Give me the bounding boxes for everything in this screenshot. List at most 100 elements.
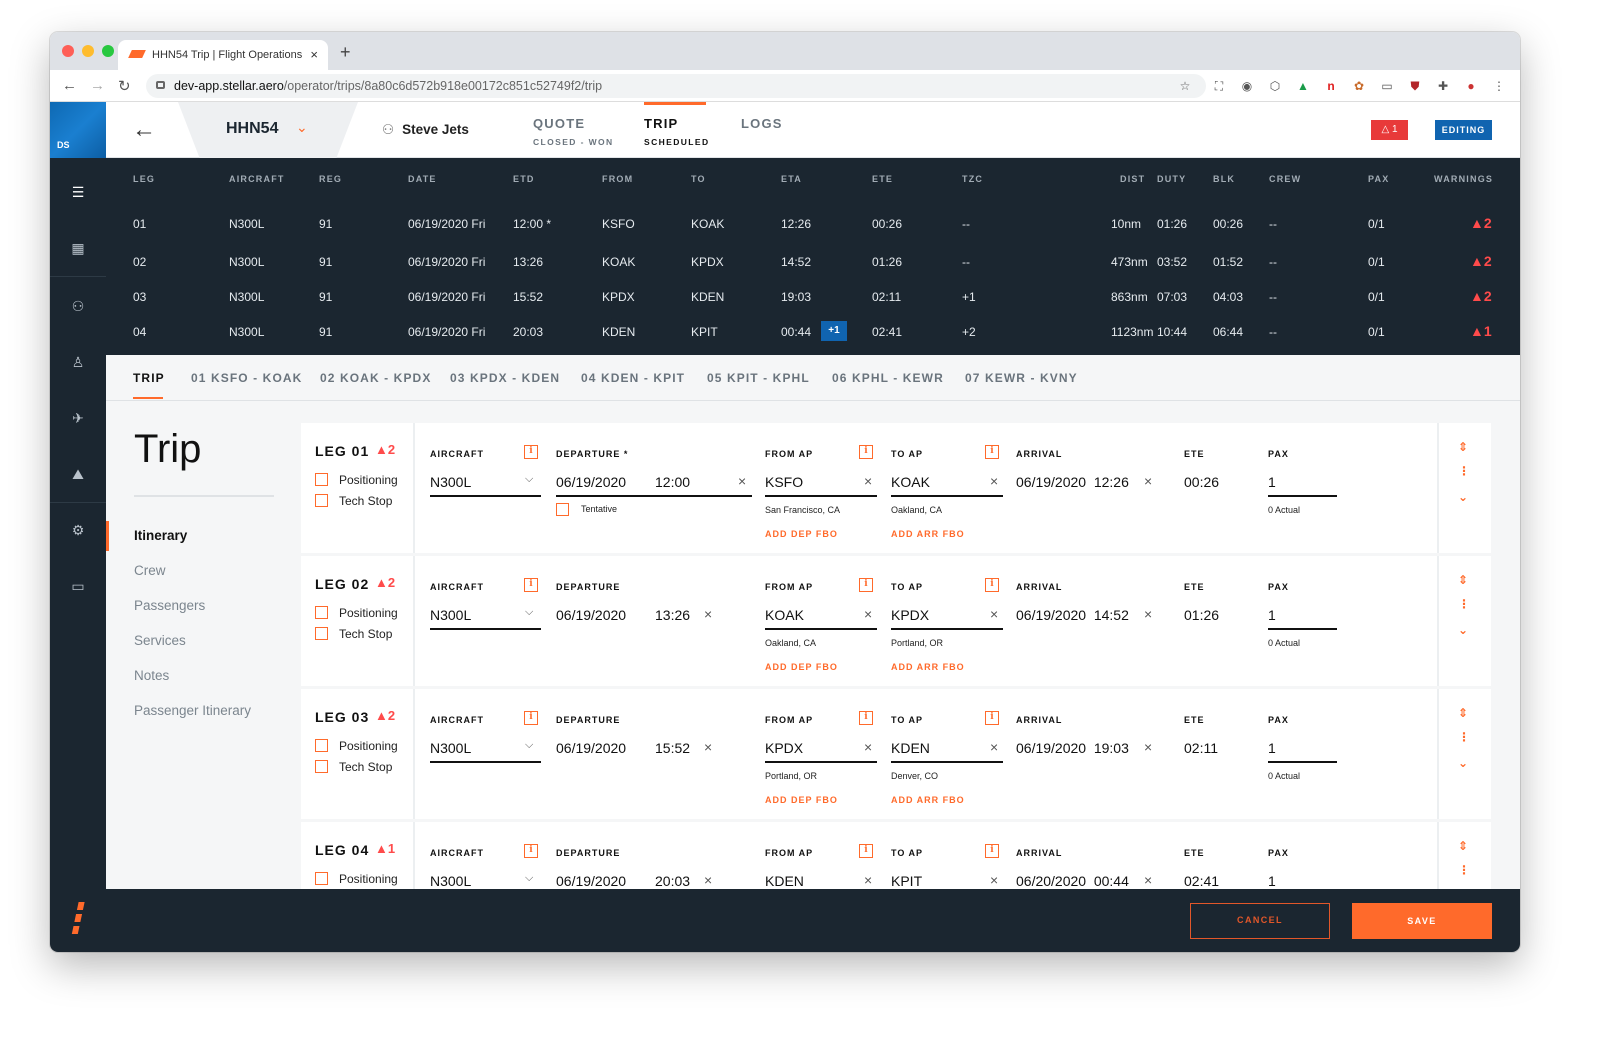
summary-cell-crew[interactable]: -- (1269, 325, 1277, 339)
summary-cell-blk[interactable]: 06:44 (1213, 325, 1244, 339)
departure-time-input[interactable]: 12:00 (655, 474, 691, 490)
summary-cell-reg[interactable]: 91 (319, 290, 333, 304)
sidebar-item-itinerary[interactable]: Itinerary (134, 528, 188, 543)
pax-input[interactable]: 1 (1268, 474, 1276, 490)
gear-icon[interactable]: ⚙ (71, 522, 85, 538)
add-arr-fbo-link[interactable]: ADD ARR FBO (891, 795, 965, 805)
add-dep-fbo-link[interactable]: ADD DEP FBO (765, 662, 838, 672)
expand-chevron-icon[interactable]: ⌄ (1458, 756, 1469, 770)
tab-quote[interactable]: QUOTE CLOSED - WON (533, 116, 614, 147)
summary-cell-ete[interactable]: 00:26 (872, 217, 903, 231)
people-icon[interactable]: ⚇ (71, 298, 85, 314)
clear-from-icon[interactable]: × (864, 739, 873, 755)
aircraft-info-icon[interactable]: i (524, 445, 538, 459)
to-ap-input[interactable]: KOAK (891, 474, 930, 490)
summary-cell-date[interactable]: 06/19/2020 Fri (408, 255, 486, 269)
summary-cell-eta[interactable]: 00:44 (781, 325, 812, 339)
tab-logs[interactable]: LOGS (741, 116, 783, 131)
arrival-input[interactable]: 06/20/2020 00:44 (1016, 873, 1129, 889)
browser-menu-icon[interactable]: ⋮ (1493, 79, 1505, 93)
reload-icon[interactable]: ↻ (118, 78, 131, 95)
summary-cell-tzc[interactable]: -- (962, 217, 970, 231)
summary-cell-eta[interactable]: 12:26 (781, 217, 812, 231)
tab-trip[interactable]: TRIP SCHEDULED (644, 102, 710, 147)
summary-cell-dist[interactable]: 1123nm (1111, 325, 1154, 339)
summary-cell-tzc[interactable]: -- (962, 255, 970, 269)
shield-ext-icon[interactable]: ⬡ (1269, 79, 1281, 93)
summary-cell-reg[interactable]: 91 (319, 255, 333, 269)
summary-cell-reg[interactable]: 91 (319, 325, 333, 339)
summary-cell-from[interactable]: KPDX (602, 290, 635, 304)
clear-departure-icon[interactable]: × (704, 606, 713, 622)
aircraft-select[interactable]: N300L (430, 873, 472, 889)
forward-nav-icon[interactable]: → (90, 77, 105, 94)
browser-tab[interactable]: HHN54 Trip | Flight Operations × (118, 40, 328, 70)
to-ap-info-icon[interactable]: i (985, 844, 999, 858)
summary-cell-etd[interactable]: 20:03 (513, 325, 544, 339)
editing-badge[interactable]: EDITING (1435, 120, 1492, 140)
chat-icon[interactable]: ▭ (71, 578, 85, 594)
add-dep-fbo-link[interactable]: ADD DEP FBO (765, 795, 838, 805)
puzzle-ext-icon[interactable]: ✚ (1437, 79, 1449, 93)
map-icon[interactable]: ⛰ (72, 466, 84, 482)
summary-warning-badge[interactable]: ▲2 (1470, 288, 1492, 304)
clear-from-icon[interactable]: × (864, 606, 873, 622)
clear-to-icon[interactable]: × (990, 473, 999, 489)
summary-cell-blk[interactable]: 00:26 (1213, 217, 1244, 231)
departure-time-input[interactable]: 15:52 (655, 740, 691, 756)
cookie-ext-icon[interactable]: ✿ (1353, 79, 1365, 93)
more-options-icon[interactable]: ⋮ (1458, 464, 1470, 478)
aircraft-info-icon[interactable]: i (524, 578, 538, 592)
summary-cell-dist[interactable]: 473nm (1111, 255, 1148, 269)
tentative-checkbox[interactable] (556, 503, 569, 516)
positioning-checkbox[interactable] (315, 473, 328, 486)
summary-cell-dist[interactable]: 863nm (1111, 290, 1148, 304)
clear-arrival-icon[interactable]: × (1144, 739, 1153, 755)
tech-stop-checkbox[interactable] (315, 627, 328, 640)
to-ap-info-icon[interactable]: i (985, 445, 999, 459)
summary-cell-from[interactable]: KOAK (602, 255, 636, 269)
departure-time-input[interactable]: 13:26 (655, 607, 691, 623)
more-options-icon[interactable]: ⋮ (1458, 863, 1470, 877)
arrival-input[interactable]: 06/19/2020 12:26 (1016, 474, 1129, 490)
back-nav-icon[interactable]: ← (62, 77, 77, 94)
summary-cell-from[interactable]: KDEN (602, 325, 636, 339)
chevron-down-icon[interactable]: ⌵ (525, 739, 534, 751)
arrival-input[interactable]: 06/19/2020 14:52 (1016, 607, 1129, 623)
from-ap-info-icon[interactable]: i (859, 844, 873, 858)
summary-cell-ete[interactable]: 02:11 (872, 290, 902, 304)
departure-date-input[interactable]: 06/19/2020 (556, 740, 627, 756)
clear-departure-icon[interactable]: × (704, 739, 713, 755)
url-field[interactable]: dev-app.stellar.aero/operator/trips/8a80… (146, 74, 1206, 98)
close-window-icon[interactable] (62, 45, 74, 57)
drive-ext-icon[interactable]: ▲ (1297, 79, 1309, 93)
aircraft-info-icon[interactable]: i (524, 711, 538, 725)
more-options-icon[interactable]: ⋮ (1458, 730, 1470, 744)
add-arr-fbo-link[interactable]: ADD ARR FBO (891, 529, 965, 539)
expand-chevron-icon[interactable]: ⌄ (1458, 490, 1469, 504)
departure-date-input[interactable]: 06/19/2020 (556, 873, 627, 889)
leg-tab[interactable]: 07 KEWR - KVNY (965, 371, 1078, 385)
summary-cell-tzc[interactable]: +1 (962, 290, 976, 304)
close-tab-icon[interactable]: × (310, 47, 318, 62)
to-ap-info-icon[interactable]: i (985, 578, 999, 592)
summary-cell-crew[interactable]: -- (1269, 255, 1277, 269)
save-button[interactable]: SAVE (1352, 903, 1492, 939)
clear-arrival-icon[interactable]: × (1144, 473, 1153, 489)
sliders-icon[interactable]: ☰ (71, 184, 85, 200)
leg-tab[interactable]: 02 KOAK - KPDX (320, 371, 432, 385)
leg-warning-badge[interactable]: ▲1 (375, 841, 396, 856)
more-options-icon[interactable]: ⋮ (1458, 597, 1470, 611)
calendar-icon[interactable]: ▦ (71, 240, 85, 256)
arrival-input[interactable]: 06/19/2020 19:03 (1016, 740, 1129, 756)
summary-cell-leg[interactable]: 01 (133, 217, 147, 231)
summary-cell-to[interactable]: KPIT (691, 325, 718, 339)
departure-time-input[interactable]: 20:03 (655, 873, 691, 889)
summary-cell-eta[interactable]: 14:52 (781, 255, 812, 269)
summary-cell-crew[interactable]: -- (1269, 290, 1277, 304)
summary-cell-etd[interactable]: 13:26 (513, 255, 544, 269)
trip-selector[interactable]: HHN54 ⌄ (178, 102, 358, 158)
summary-cell-tzc[interactable]: +2 (962, 325, 976, 339)
summary-cell-duty[interactable]: 10:44 (1157, 325, 1188, 339)
summary-cell-ete[interactable]: 02:41 (872, 325, 903, 339)
